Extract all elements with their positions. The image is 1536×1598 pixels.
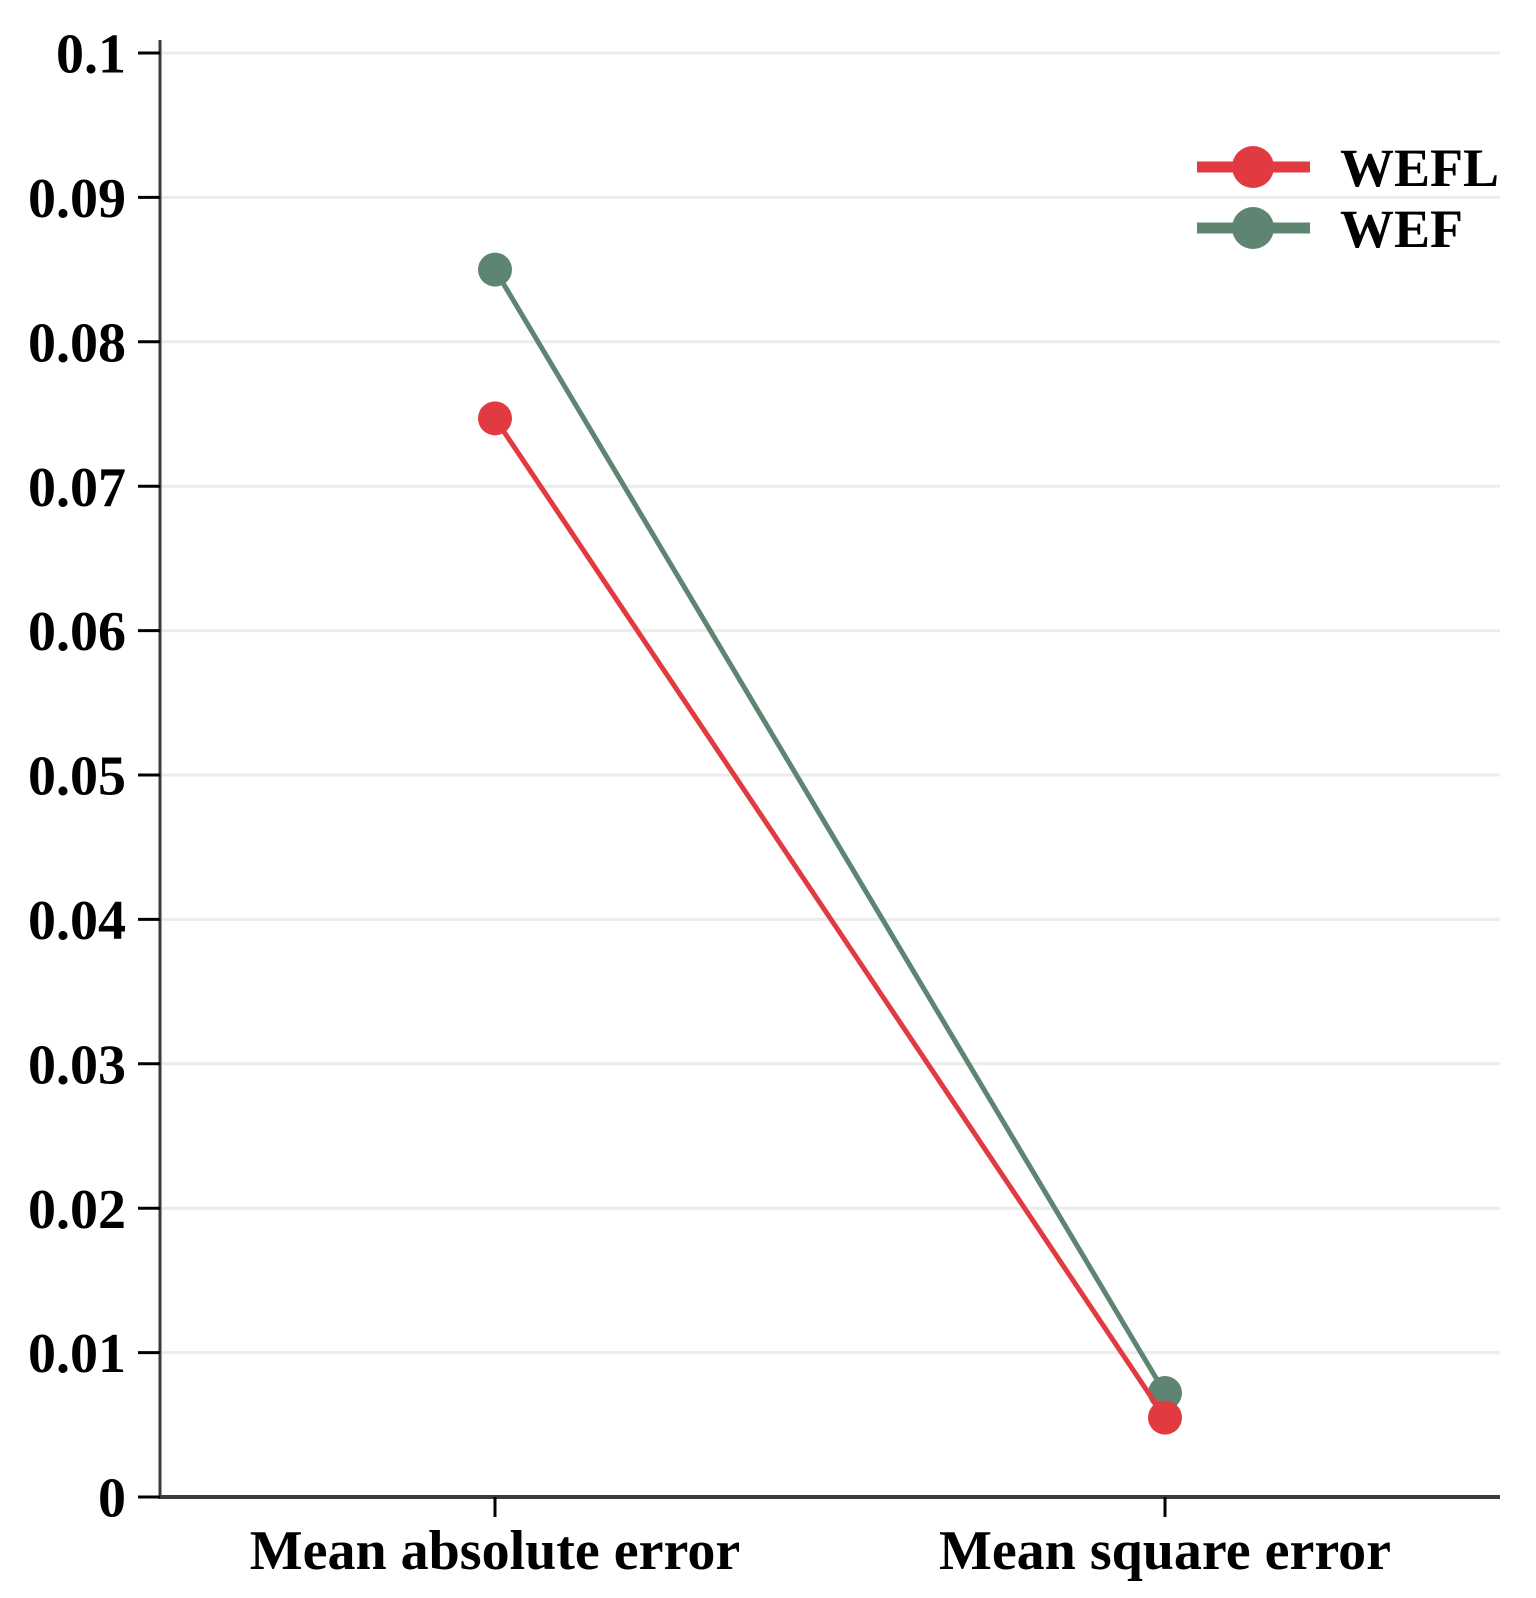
y-tick-label: 0.1 xyxy=(56,24,126,86)
legend-item-wef: WEF xyxy=(1197,199,1463,259)
y-tick-label: 0.08 xyxy=(28,312,126,374)
legend-item-wefl: WEFL xyxy=(1197,138,1499,198)
series-layer xyxy=(478,252,1182,1435)
legend-label: WEFL xyxy=(1340,138,1499,198)
gridlines xyxy=(160,51,1500,1355)
axes xyxy=(138,40,1500,1517)
y-tick-label: 0.06 xyxy=(28,601,126,663)
x-category-label: Mean square error xyxy=(939,1520,1391,1582)
y-tick-label: 0.05 xyxy=(28,746,126,808)
series-line-wef xyxy=(492,268,1168,1395)
y-axis-tick-labels: 0 0.01 0.02 0.03 0.04 0.05 0.06 0.07 0.08 0.09 0.1 xyxy=(28,24,126,1530)
legend-label: WEF xyxy=(1340,199,1463,259)
data-point-wef xyxy=(478,252,512,287)
data-point-wefl xyxy=(478,401,512,436)
y-tick-label: 0.02 xyxy=(28,1179,126,1241)
data-point-wefl xyxy=(1148,1400,1182,1435)
series-line-wefl xyxy=(492,416,1168,1419)
y-tick-label: 0.04 xyxy=(28,890,126,952)
x-category-label: Mean absolute error xyxy=(250,1520,740,1582)
y-tick-label: 0 xyxy=(98,1468,126,1530)
y-tick-label: 0.09 xyxy=(28,168,126,230)
legend-marker xyxy=(1232,146,1274,188)
x-axis-category-labels: Mean absolute error Mean square error xyxy=(250,1520,1391,1582)
legend-marker xyxy=(1232,207,1274,249)
y-tick-label: 0.03 xyxy=(28,1034,126,1096)
y-tick-label: 0.07 xyxy=(28,457,126,519)
y-tick-label: 0.01 xyxy=(28,1323,126,1385)
